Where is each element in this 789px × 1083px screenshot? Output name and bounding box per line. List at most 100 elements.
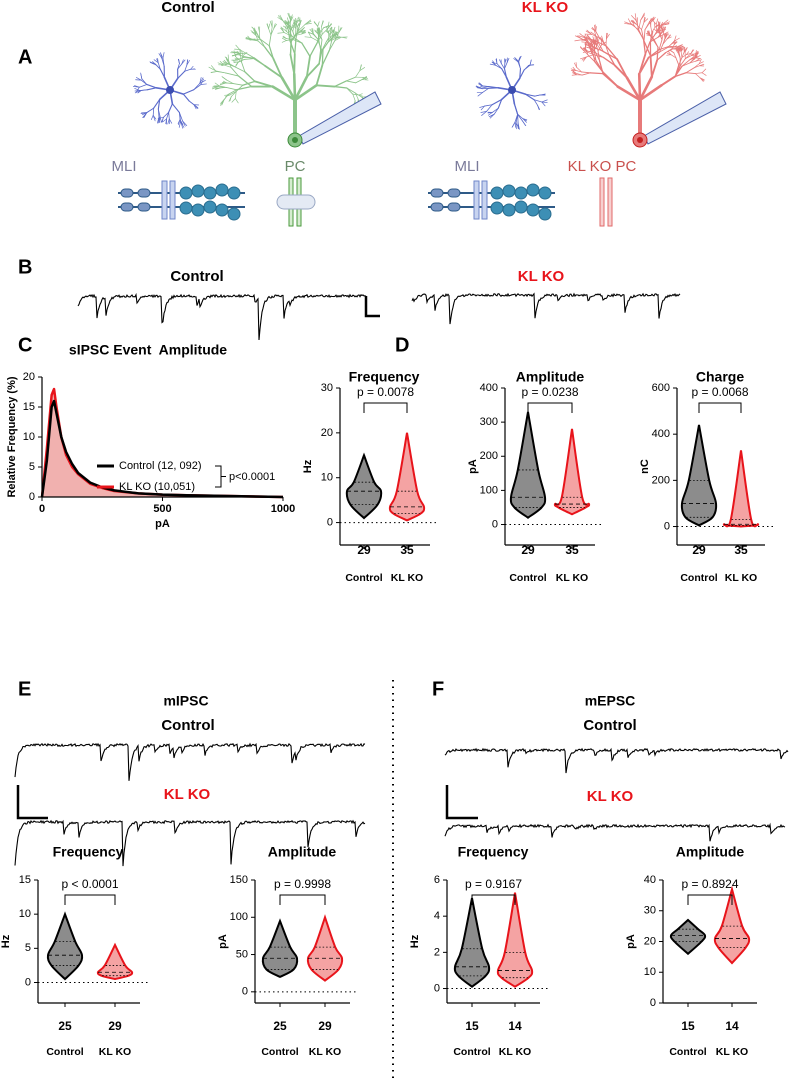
dendrite: [631, 15, 637, 22]
dendrite: [496, 63, 503, 70]
dendrite: [479, 82, 483, 87]
dendrite: [674, 72, 687, 78]
dendrite: [235, 91, 237, 99]
dendrite: [358, 93, 363, 96]
dendrite: [699, 77, 705, 82]
dendrite: [616, 85, 642, 102]
dendrite: [158, 116, 161, 123]
dendrite: [290, 34, 297, 43]
dendrite: [592, 39, 595, 46]
dendrite: [678, 51, 681, 59]
dendrite: [515, 122, 520, 130]
dendrite: [235, 84, 244, 92]
dendrite: [593, 39, 607, 47]
dendrite: [588, 44, 593, 49]
n-label: 29: [108, 1019, 122, 1033]
dendrite: [322, 40, 330, 51]
dendrite: [602, 40, 607, 47]
dendrite: [308, 31, 314, 35]
n-label: 35: [400, 543, 414, 557]
dendrite: [693, 65, 700, 69]
dendrite: [199, 77, 202, 84]
dendrite: [497, 98, 503, 109]
dendrite: [257, 40, 266, 48]
dendrite: [652, 19, 657, 25]
trace: [14, 819, 366, 867]
y-tick-label: 0: [650, 997, 656, 1009]
dendrite: [596, 44, 602, 51]
dendrite: [294, 40, 297, 55]
x-tick-label: KL KO: [309, 1046, 341, 1058]
purkinje-neuron: [208, 12, 382, 148]
dendrite: [214, 87, 221, 90]
dendrite: [292, 24, 295, 32]
dendrite: [643, 40, 652, 57]
dendrite: [143, 112, 148, 118]
dendrite: [632, 21, 635, 27]
dendrite: [289, 25, 294, 32]
trace-title: Control: [583, 717, 636, 734]
dendrite: [354, 92, 363, 98]
dendrite: [328, 35, 335, 41]
dendrite: [519, 69, 525, 79]
dendrite: [179, 112, 183, 122]
dendrite: [222, 63, 229, 66]
dendrite: [298, 23, 306, 32]
dendrite: [657, 31, 664, 38]
x-tick-label: 500: [153, 503, 171, 515]
dendrite: [223, 64, 232, 68]
dendrite: [260, 39, 270, 47]
dendrite: [162, 52, 165, 59]
y-tick-label: 20: [644, 935, 656, 947]
dendrite: [586, 51, 595, 56]
dendrite: [593, 30, 597, 36]
bracket: [279, 894, 326, 905]
x-tick-label: Control: [669, 1046, 706, 1058]
dendrite: [318, 27, 325, 35]
dendrite: [578, 35, 586, 39]
dendrite: [573, 62, 577, 68]
dendrite: [534, 94, 541, 97]
dendrite: [333, 85, 348, 89]
dendrite: [655, 24, 658, 33]
dendrite: [184, 68, 191, 72]
dendrite: [583, 50, 589, 56]
dendrite: [506, 57, 510, 63]
dendrite: [226, 79, 234, 84]
dendrite: [297, 22, 301, 27]
dendrite: [664, 34, 668, 39]
dendrite: [541, 99, 548, 103]
dendrite: [212, 85, 220, 88]
dendrite: [504, 61, 508, 70]
dendrite: [235, 98, 239, 104]
y-tick-label: 5: [29, 461, 35, 473]
dendrite: [268, 23, 271, 29]
dendrite: [479, 105, 485, 108]
dendrite: [638, 19, 642, 30]
dendrite: [316, 33, 320, 44]
dendrite: [268, 45, 274, 60]
dendrite: [227, 63, 237, 68]
cell-label: KL KO PC: [568, 158, 637, 175]
dendrite: [489, 63, 497, 66]
dendrite: [316, 33, 323, 44]
dendrite: [286, 39, 294, 41]
chart-title: Amplitude: [516, 369, 585, 385]
x-tick-label: KL KO: [716, 1046, 748, 1058]
dendrite: [602, 56, 616, 67]
dendrite: [500, 63, 505, 70]
dendrite: [290, 22, 294, 30]
dendrite: [583, 47, 588, 52]
dendrite: [157, 108, 160, 118]
dendrite: [292, 72, 297, 102]
dendrite: [533, 99, 538, 106]
dendrite: [238, 59, 245, 63]
dendrite: [162, 118, 167, 123]
dendrite: [283, 32, 293, 37]
dendrite: [284, 20, 289, 25]
dendrite: [658, 39, 663, 51]
dendrite: [679, 58, 686, 67]
dendrite: [157, 57, 159, 64]
dendrite: [150, 115, 154, 121]
dendrite: [476, 87, 483, 90]
